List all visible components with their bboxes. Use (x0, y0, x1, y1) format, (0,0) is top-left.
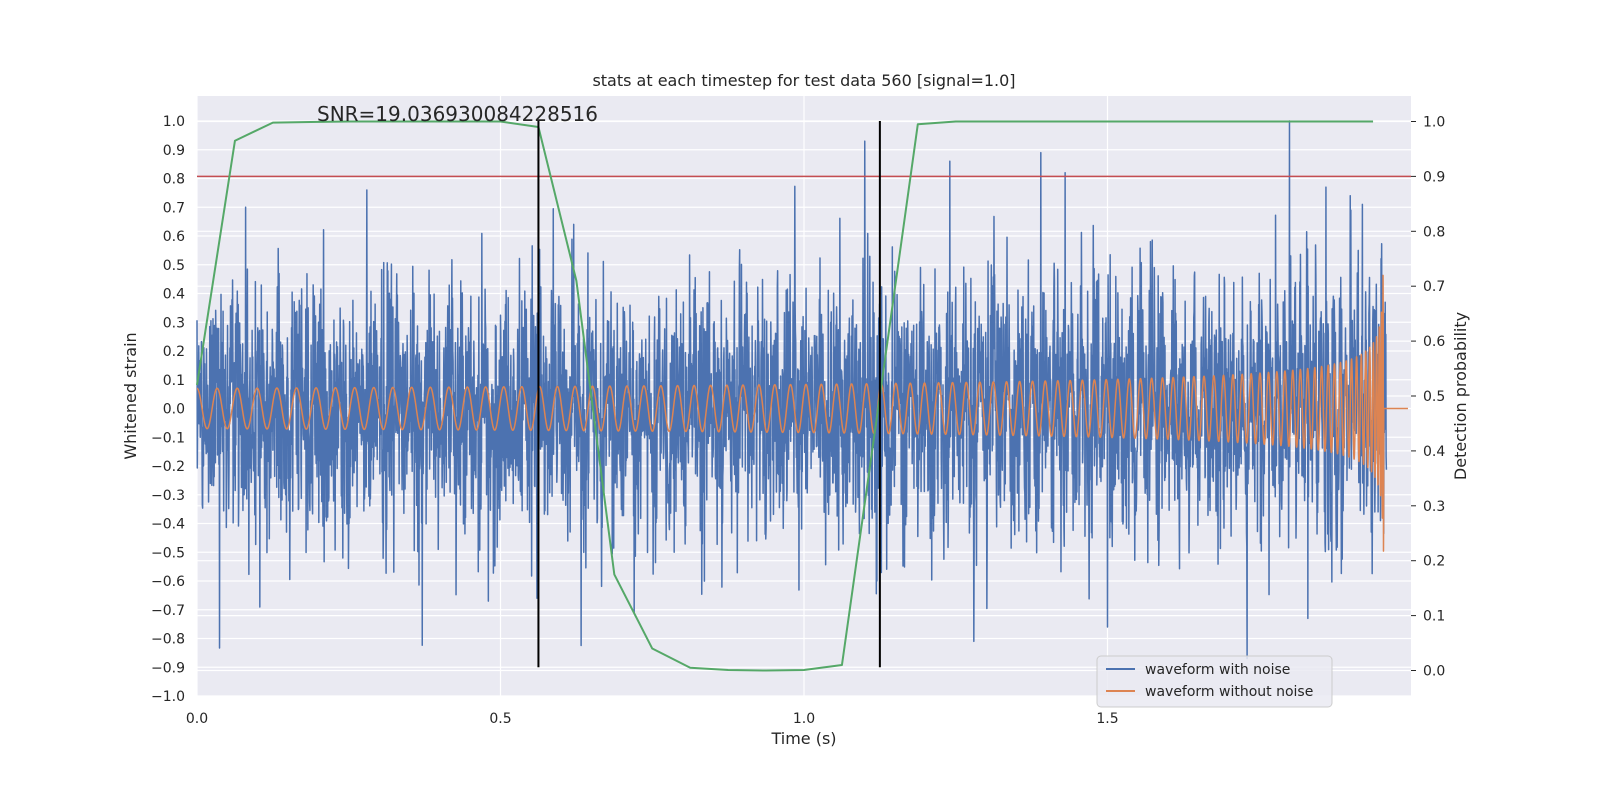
x-tick-label: 0.5 (489, 711, 511, 727)
y-tick-label: −0.7 (151, 603, 185, 619)
y2-axis-label: Detection probability (1451, 312, 1470, 480)
y-tick-label: 0.3 (163, 315, 185, 331)
y-tick-label: 0.0 (163, 402, 185, 418)
y2-tick-label: 0.5 (1423, 389, 1445, 405)
y-tick-label: −0.1 (151, 430, 185, 446)
y-tick-label: 0.1 (163, 373, 185, 389)
vertical-markers (537, 121, 881, 668)
y2-tick-label: 1.0 (1423, 115, 1445, 131)
y2-tick-label: 0.7 (1423, 279, 1445, 295)
y-tick-label: 0.8 (163, 172, 185, 188)
series-detection-probability-group (196, 120, 1374, 672)
y-tick-label: −0.3 (151, 488, 185, 504)
y-tick-label: 0.9 (163, 143, 185, 159)
legend-label-waveform-with-noise: waveform with noise (1145, 662, 1290, 678)
chart-title: stats at each timestep for test data 560… (592, 71, 1015, 90)
y-tick-label: 0.7 (163, 200, 185, 216)
y-tick-label: −1.0 (151, 689, 185, 705)
y2-tick-label: 0.6 (1423, 334, 1445, 350)
y-tick-label: 0.4 (163, 287, 185, 303)
waveform-without-noise-line (196, 274, 1409, 552)
y2-tick-label: 0.1 (1423, 609, 1445, 625)
legend: waveform with noise waveform without noi… (1096, 655, 1333, 708)
x-tick-label: 1.0 (793, 711, 815, 727)
y2-tick-label: 0.4 (1423, 444, 1445, 460)
y2-tick-label: 0.2 (1423, 554, 1445, 570)
y-tick-label: −0.2 (151, 459, 185, 475)
y-tick-label: 0.2 (163, 344, 185, 360)
y-axis-label: Whitened strain (121, 332, 140, 459)
series-waveform-without-noise (196, 274, 1409, 552)
y-tick-label: −0.9 (151, 660, 185, 676)
y2-tick-label: 0.8 (1423, 224, 1445, 240)
x-axis-label: Time (s) (770, 729, 836, 748)
y-tick-label: −0.4 (151, 517, 185, 533)
x-tick-label: 1.5 (1096, 711, 1118, 727)
y-tick-label: 0.5 (163, 258, 185, 274)
y-tick-label: −0.8 (151, 632, 185, 648)
y-tick-label: −0.6 (151, 574, 185, 590)
y2-tick-label: 0.0 (1423, 664, 1445, 680)
y2-tick-label: 0.3 (1423, 499, 1445, 515)
y2-tick-label: 0.9 (1423, 169, 1445, 185)
x-tick-label: 0.0 (186, 711, 208, 727)
y-tick-label: 0.6 (163, 229, 185, 245)
x-axis-ticks: 0.0 0.5 1.0 1.5 (186, 711, 1119, 727)
legend-box (1096, 655, 1333, 708)
y-axis-ticks: −1.0 −0.9 −0.8 −0.7 −0.6 −0.5 −0.4 −0.3 −0.2 −0.1… (151, 114, 185, 705)
legend-label-waveform-without-noise: waveform without noise (1145, 684, 1313, 700)
detection-probability-line (196, 120, 1374, 672)
y2-axis-ticks: 0.0 0.1 0.2 0.3 0.4 0.5 0.6 0.7 0.8 0.9 1.0 (1411, 115, 1445, 680)
y-tick-label: 1.0 (163, 114, 185, 130)
y-tick-label: −0.5 (151, 545, 185, 561)
snr-annotation: SNR=19.036930084228516 (317, 102, 598, 126)
